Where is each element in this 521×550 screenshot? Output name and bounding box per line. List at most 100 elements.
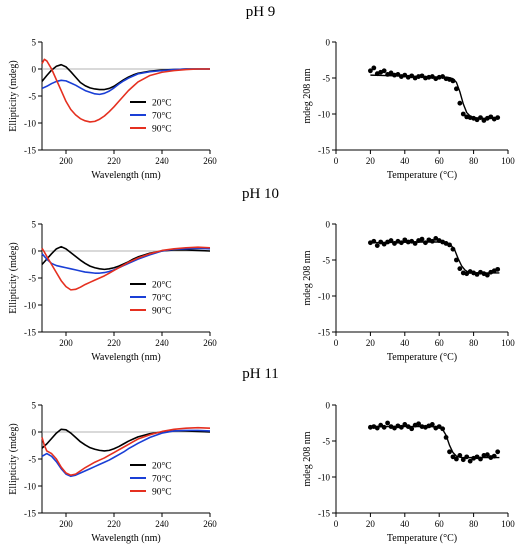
legend-label-0: 20°C (152, 280, 172, 291)
data-point (484, 452, 490, 458)
data-point (388, 70, 394, 76)
data-point (412, 241, 418, 246)
y-tick-label: -15 (24, 328, 36, 338)
data-point (381, 241, 387, 247)
chart-0 (38, 41, 211, 154)
data-point (454, 86, 459, 92)
x-tick-label: 60 (435, 156, 445, 166)
data-point (478, 115, 483, 120)
data-point (378, 422, 384, 428)
x-axis-label: Wavelength (nm) (91, 352, 160, 363)
x-tick-label: 240 (155, 338, 169, 348)
legend-label-2: 90°C (152, 306, 172, 317)
x-tick-label: 40 (400, 338, 410, 348)
x-tick-label: 260 (203, 338, 217, 348)
y-tick-label: 5 (32, 401, 37, 411)
x-axis-label: Temperature (°C) (387, 170, 457, 181)
x-tick-label: 100 (501, 338, 515, 348)
x-tick-label: 0 (334, 338, 339, 348)
data-point (464, 271, 470, 277)
data-point (368, 68, 373, 74)
y-tick-label: -10 (318, 292, 330, 302)
data-point (374, 425, 380, 431)
data-point (454, 456, 459, 462)
y-tick-label: 5 (32, 38, 37, 48)
y-tick-label: -10 (318, 473, 330, 483)
fit-curve (370, 74, 500, 120)
chart-5 (332, 404, 509, 517)
x-axis-label: Temperature (°C) (387, 533, 457, 544)
y-tick-label: 5 (32, 220, 37, 230)
y-tick-label: -15 (318, 328, 330, 338)
x-tick-label: 240 (155, 156, 169, 166)
data-point (371, 238, 377, 244)
y-tick-label: -10 (24, 301, 36, 311)
data-point (467, 458, 473, 464)
data-point (447, 449, 452, 455)
x-tick-label: 80 (469, 338, 479, 348)
series-line-2 (41, 426, 211, 476)
data-point (429, 74, 435, 79)
data-point (409, 238, 415, 244)
data-point (402, 237, 408, 243)
fit-curve (370, 241, 500, 274)
y-tick-label: -5 (29, 274, 37, 284)
legend-label-2: 90°C (152, 487, 172, 498)
x-tick-label: 220 (107, 338, 121, 348)
x-tick-label: 20 (366, 338, 376, 348)
data-point (491, 453, 497, 459)
series-line-1 (41, 247, 211, 274)
x-tick-label: 20 (366, 519, 376, 529)
data-point (423, 240, 428, 246)
y-tick-label: -5 (29, 92, 37, 102)
x-tick-label: 20 (366, 156, 376, 166)
y-tick-label: -15 (24, 146, 36, 156)
y-axis-label: mdeg 208 nm (302, 68, 313, 123)
y-tick-label: 0 (32, 428, 37, 438)
chart-1 (332, 41, 509, 154)
series-line-2 (41, 58, 210, 123)
y-tick-label: -10 (24, 482, 36, 492)
y-axis-label: mdeg 208 nm (302, 250, 313, 305)
data-point (429, 422, 435, 427)
y-tick-label: -10 (24, 119, 36, 129)
x-tick-label: 200 (59, 156, 73, 166)
data-point (474, 117, 480, 123)
x-tick-label: 260 (203, 156, 217, 166)
legend-label-1: 70°C (152, 111, 172, 122)
data-point (419, 73, 425, 79)
x-axis-label: Wavelength (nm) (91, 170, 160, 181)
legend-label-1: 70°C (152, 293, 172, 304)
data-point (416, 421, 421, 427)
data-point (478, 456, 483, 462)
y-tick-label: -15 (318, 146, 330, 156)
x-tick-label: 80 (469, 156, 479, 166)
data-point (495, 449, 501, 455)
x-tick-label: 60 (435, 338, 445, 348)
data-point (436, 424, 442, 429)
y-axis-label: Ellipticity (mdeg) (8, 423, 19, 494)
fit-curve (370, 425, 500, 459)
data-point (392, 425, 397, 431)
legend-label-0: 20°C (152, 461, 172, 472)
legend-label-0: 20°C (152, 98, 172, 109)
data-point (457, 453, 463, 458)
data-point (495, 115, 501, 120)
series-line-0 (41, 245, 211, 271)
x-tick-label: 240 (155, 519, 169, 529)
x-tick-label: 200 (59, 519, 73, 529)
series-line-1 (41, 68, 210, 96)
series-line-0 (41, 428, 211, 452)
y-tick-label: 0 (326, 401, 331, 411)
legend-label-2: 90°C (152, 124, 172, 135)
chart-4 (38, 404, 211, 517)
y-tick-label: 0 (32, 65, 37, 75)
legend-label-1: 70°C (152, 474, 172, 485)
data-point (392, 241, 397, 246)
data-point (381, 424, 387, 430)
x-tick-label: 40 (400, 156, 410, 166)
x-tick-label: 200 (59, 338, 73, 348)
data-point (460, 111, 466, 117)
chart-3 (332, 223, 509, 336)
x-tick-label: 0 (334, 156, 339, 166)
